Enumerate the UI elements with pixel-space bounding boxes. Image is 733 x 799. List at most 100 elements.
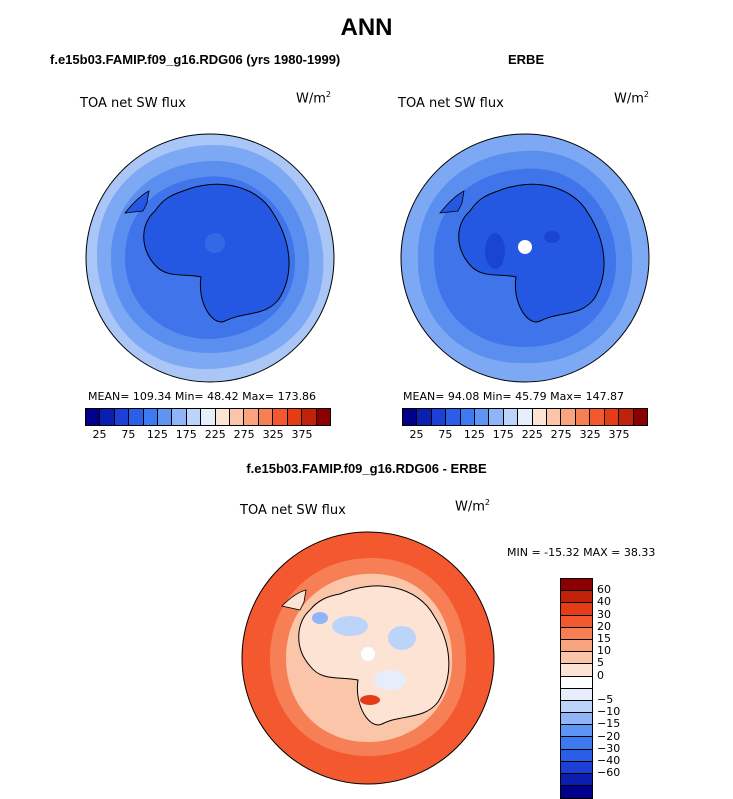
- model-colorbar: [85, 408, 331, 426]
- colorbar-swatch: [619, 409, 634, 425]
- colorbar-tick-label: 25: [409, 428, 424, 441]
- colorbar-swatch: [446, 409, 461, 425]
- colorbar-swatch: [244, 409, 259, 425]
- colorbar-tick-label: 60: [597, 583, 611, 597]
- colorbar-tick-label: 0: [597, 668, 604, 682]
- obs-units-label: W/m2: [614, 90, 649, 107]
- colorbar-swatch: [561, 603, 592, 616]
- colorbar-tick-label: −30: [597, 741, 621, 755]
- colorbar-swatch: [518, 409, 533, 425]
- colorbar-tick-label: 125: [463, 428, 485, 441]
- obs-stats: MEAN= 94.08 Min= 45.79 Max= 147.87: [403, 390, 625, 403]
- colorbar-swatch: [417, 409, 432, 425]
- model-panel-title: f.e15b03.FAMIP.f09_g16.RDG06 (yrs 1980-1…: [50, 52, 341, 67]
- colorbar-swatch: [547, 409, 562, 425]
- colorbar-swatch: [503, 409, 519, 425]
- colorbar-tick-label: 10: [597, 644, 611, 658]
- colorbar-swatch: [561, 737, 592, 750]
- colorbar-swatch: [561, 579, 592, 592]
- colorbar-tick-label: −5: [597, 693, 614, 706]
- colorbar-tick-label: 375: [608, 428, 630, 441]
- colorbar-tick-label: 20: [597, 619, 611, 633]
- colorbar-swatch: [561, 713, 592, 726]
- colorbar-tick-label: 175: [492, 428, 514, 441]
- colorbar-swatch: [489, 409, 504, 425]
- colorbar-swatch: [403, 409, 418, 425]
- diff-stats: MIN = -15.32 MAX = 38.33: [507, 546, 656, 559]
- colorbar-swatch: [230, 409, 245, 425]
- colorbar-tick-label: 325: [262, 428, 284, 441]
- colorbar-swatch: [215, 409, 231, 425]
- colorbar-tick-label: 40: [597, 595, 611, 609]
- colorbar-swatch: [114, 409, 130, 425]
- colorbar-swatch: [143, 409, 159, 425]
- diff-polar-map: [241, 531, 495, 785]
- colorbar-swatch: [561, 639, 592, 653]
- colorbar-swatch: [561, 774, 592, 787]
- colorbar-tick-label: 30: [597, 607, 611, 621]
- colorbar-swatch: [604, 409, 620, 425]
- colorbar-swatch: [258, 409, 274, 425]
- colorbar-tick-label: −10: [597, 705, 621, 719]
- colorbar-swatch: [561, 725, 592, 738]
- colorbar-swatch: [561, 591, 592, 604]
- colorbar-swatch: [561, 409, 576, 425]
- colorbar-swatch: [158, 409, 173, 425]
- colorbar-swatch: [100, 409, 115, 425]
- colorbar-swatch: [431, 409, 447, 425]
- obs-polar-map: [400, 133, 650, 383]
- diff-colorbar-ticks: 60 40 30 20 15 10 5 0 −5 −10 −15 −20 −30 −40 −60: [597, 578, 637, 780]
- colorbar-tick-label: 25: [92, 428, 107, 441]
- colorbar-swatch: [86, 409, 101, 425]
- colorbar-swatch: [561, 749, 592, 762]
- colorbar-tick-label: 275: [550, 428, 572, 441]
- colorbar-swatch: [273, 409, 288, 425]
- colorbar-tick-label: 125: [146, 428, 168, 441]
- colorbar-tick-label: 5: [597, 656, 604, 670]
- main-title: ANN: [340, 14, 393, 41]
- colorbar-swatch: [186, 409, 202, 425]
- colorbar-tick-label: 175: [175, 428, 197, 441]
- colorbar-swatch: [575, 409, 591, 425]
- diff-variable-label: TOA net SW flux: [240, 503, 346, 518]
- colorbar-swatch: [201, 409, 216, 425]
- colorbar-swatch: [561, 627, 592, 640]
- colorbar-tick-label: 375: [291, 428, 313, 441]
- colorbar-swatch: [561, 761, 592, 774]
- model-units-label: W/m2: [296, 90, 331, 107]
- colorbar-swatch: [532, 409, 548, 425]
- colorbar-swatch: [475, 409, 490, 425]
- colorbar-tick-label: −40: [597, 754, 621, 767]
- obs-panel-title: ERBE: [508, 52, 545, 67]
- colorbar-swatch: [129, 409, 144, 425]
- obs-variable-label: TOA net SW flux: [398, 96, 504, 111]
- colorbar-swatch: [633, 409, 647, 425]
- colorbar-swatch: [561, 615, 592, 628]
- obs-colorbar: [402, 408, 648, 426]
- colorbar-swatch: [561, 688, 592, 701]
- colorbar-tick-label: −60: [597, 766, 621, 780]
- colorbar-swatch: [316, 409, 330, 425]
- colorbar-swatch: [287, 409, 303, 425]
- colorbar-swatch: [590, 409, 605, 425]
- colorbar-tick-label: 275: [233, 428, 255, 441]
- colorbar-tick-label: −20: [597, 729, 621, 743]
- colorbar-tick-label: 225: [204, 428, 226, 441]
- colorbar-tick-label: 75: [121, 428, 136, 441]
- colorbar-swatch: [561, 652, 592, 665]
- colorbar-tick-label: 225: [521, 428, 543, 441]
- colorbar-swatch: [460, 409, 476, 425]
- colorbar-swatch: [172, 409, 187, 425]
- colorbar-swatch: [561, 786, 592, 799]
- diff-panel-title: f.e15b03.FAMIP.f09_g16.RDG06 - ERBE: [246, 461, 487, 476]
- model-polar-map: [85, 133, 335, 383]
- colorbar-swatch: [561, 664, 592, 677]
- colorbar-swatch: [561, 700, 592, 714]
- model-stats: MEAN= 109.34 Min= 48.42 Max= 173.86: [88, 390, 317, 403]
- colorbar-swatch: [561, 676, 592, 689]
- diff-units-label: W/m2: [455, 498, 490, 515]
- diff-colorbar: [560, 578, 593, 799]
- colorbar-swatch: [302, 409, 317, 425]
- colorbar-tick-label: 15: [597, 632, 611, 645]
- colorbar-tick-label: 325: [579, 428, 601, 441]
